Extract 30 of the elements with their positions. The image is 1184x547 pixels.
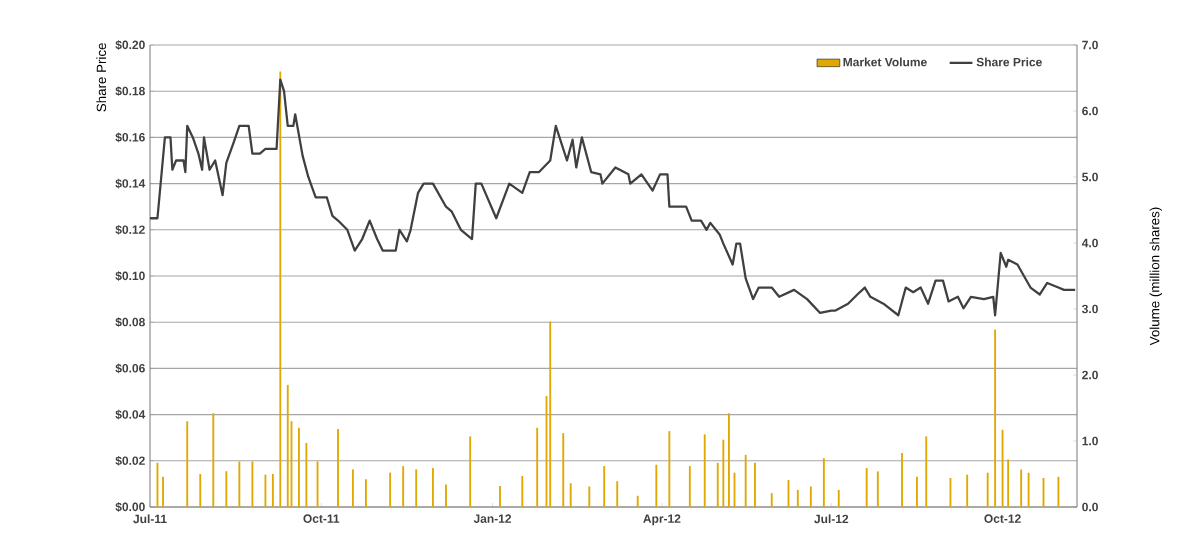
x-tick-label: Jul-12 [814, 514, 849, 524]
y2-axis-title: Volume (million shares) [1149, 207, 1163, 346]
x-tick-label: Oct-11 [303, 514, 340, 523]
y-tick-label: $0.16 [115, 132, 145, 143]
y2-tick-label: 4.0 [1081, 238, 1098, 248]
x-tick-label: Apr-12 [643, 514, 681, 526]
legend-label: Market Volume [843, 57, 927, 67]
y-tick-label: $0.14 [115, 178, 146, 189]
y2-tick-label: 0.0 [1082, 502, 1098, 512]
y2-tick-label: 2.0 [1082, 370, 1098, 380]
x-tick-label: Jul-11 [133, 514, 167, 524]
y2-tick-label: 1.0 [1082, 436, 1098, 446]
y-axis-title: Share Price [96, 43, 107, 112]
y-tick-label: $0.18 [115, 86, 145, 97]
y-tick-label: $0.00 [115, 502, 145, 512]
y2-tick-label: 5.0 [1082, 172, 1098, 182]
y-tick-label: $0.08 [115, 317, 145, 328]
y-tick-label: $0.20 [115, 40, 145, 50]
y2-tick-label: 3.0 [1082, 304, 1098, 314]
line-series [150, 78, 1077, 317]
y-tick-label: $0.02 [115, 455, 145, 466]
legend-label: Share Price [976, 57, 1042, 67]
y-tick-label: $0.12 [115, 224, 145, 235]
y-tick-label: $0.06 [115, 363, 145, 374]
x-tick-label: Oct-12 [984, 514, 1021, 523]
x-tick-label: Jan-12 [473, 514, 512, 523]
y-tick-label: $0.04 [115, 409, 146, 420]
y2-tick-label: 7.0 [1082, 40, 1098, 50]
y-tick-label: $0.10 [115, 271, 145, 281]
y2-tick-label: 6.0 [1082, 106, 1098, 116]
